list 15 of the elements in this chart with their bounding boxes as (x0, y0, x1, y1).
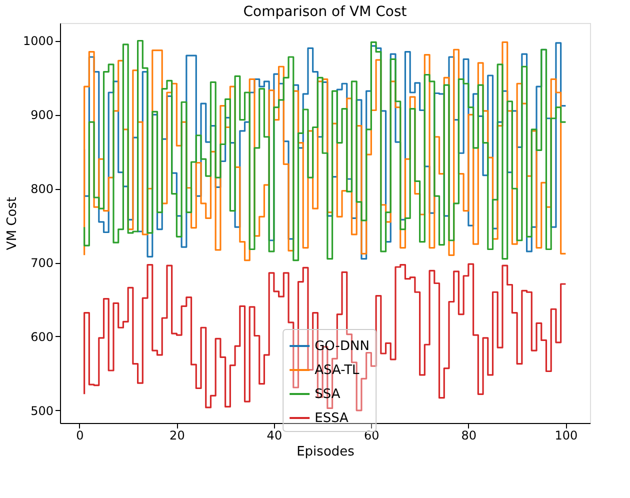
y-tick-label: 700 (30, 256, 54, 270)
y-tick-label: 1000 (22, 34, 54, 48)
chart-title: Comparison of VM Cost (243, 4, 408, 20)
x-tick-label: 80 (461, 428, 477, 442)
y-axis-title: VM Cost (4, 196, 20, 250)
y-tick-label: 800 (30, 182, 54, 196)
y-tick-label: 900 (30, 108, 54, 122)
legend-label: ESSA (314, 411, 349, 426)
y-tick-label: 500 (30, 404, 54, 418)
x-tick-label: 40 (266, 428, 282, 442)
y-tick-label: 600 (30, 330, 54, 344)
x-tick-label: 0 (76, 428, 84, 442)
x-tick-label: 100 (554, 428, 578, 442)
x-axis-title: Episodes (296, 444, 355, 460)
x-tick-label: 20 (170, 428, 185, 442)
